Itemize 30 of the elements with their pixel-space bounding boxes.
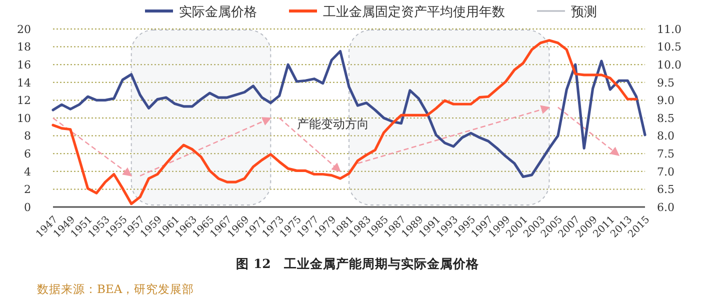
y-tick-label: 4 [24,165,31,178]
y-tick-label: 0 [24,200,31,214]
y-tick-label: 8 [24,130,31,143]
line-series [52,50,646,178]
y-tick-label: 20 [17,22,31,36]
y-tick-label: 12 [17,94,31,108]
legend-label: 实际金属价格 [179,5,257,20]
y2-tick-label: 8.5 [657,112,674,125]
y2-tick-label: 9.5 [657,76,674,90]
y2-tick-label: 8.0 [657,130,674,143]
y-tick-label: 14 [17,76,31,90]
y2-tick-label: 7.5 [657,147,674,160]
y-tick-label: 6 [24,147,31,160]
y2-tick-label: 9.0 [657,94,674,108]
y-tick-label: 16 [17,58,31,72]
y2-tick-label: 7.0 [657,165,674,178]
y2-tick-label: 10.5 [657,40,682,54]
source-note: 数据来源：BEA，研究发展部 [37,282,194,296]
y2-tick-label: 6.0 [657,200,674,214]
y-tick-label: 18 [17,40,31,54]
line-series [52,39,638,206]
text: 图 12 工业金属产能周期与实际金属价格 [236,256,480,271]
legend-label: 预测 [571,5,597,20]
annotation: 产能变动方向 [296,116,369,131]
y-tick-label: 10 [17,112,31,125]
legend-label: 工业金属固定资产平均使用年数 [323,5,505,20]
y-tick-label: 2 [24,183,31,196]
y2-tick-label: 10.0 [657,58,682,72]
y2-tick-label: 11.0 [657,22,682,36]
y2-tick-label: 6.5 [657,183,674,196]
